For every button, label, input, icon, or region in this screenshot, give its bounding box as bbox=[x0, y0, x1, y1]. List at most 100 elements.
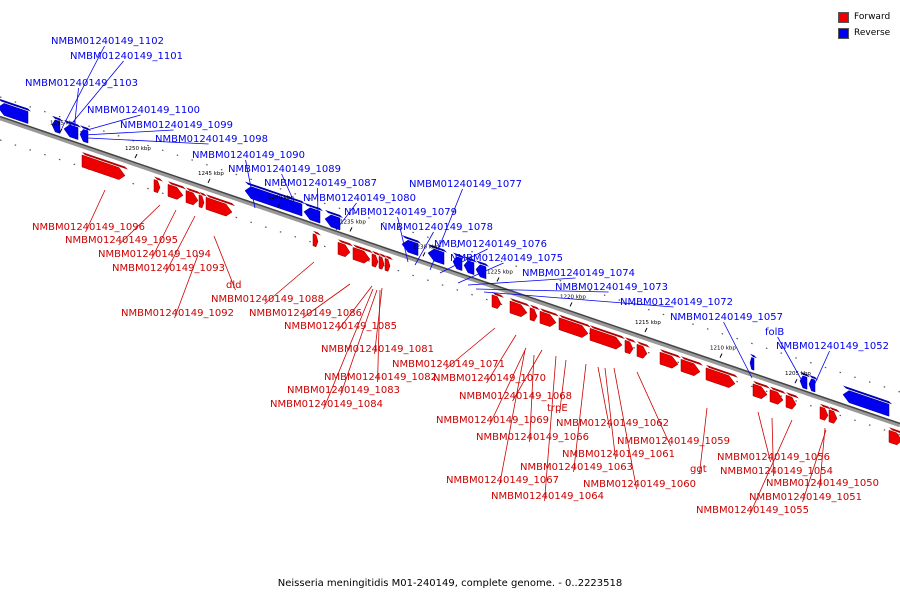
reverse-gene-8[interactable] bbox=[427, 243, 447, 265]
forward-gene-14[interactable] bbox=[529, 304, 540, 322]
forward-gene-18[interactable] bbox=[624, 337, 636, 355]
forward-gene-label[interactable]: NMBM01240149_1088 bbox=[211, 294, 324, 305]
forward-gene-label[interactable]: NMBM01240149_1094 bbox=[98, 249, 211, 260]
forward-gene-9[interactable] bbox=[371, 250, 381, 268]
forward-gene-24[interactable] bbox=[769, 386, 786, 405]
forward-gene-3[interactable] bbox=[185, 187, 201, 206]
reverse-gene-label[interactable]: NMBM01240149_1077 bbox=[409, 179, 522, 190]
forward-gene-label[interactable]: NMBM01240149_1070 bbox=[433, 373, 546, 384]
reverse-gene-label[interactable]: NMBM01240149_1075 bbox=[450, 253, 563, 264]
reverse-gene-label[interactable]: NMBM01240149_1073 bbox=[555, 282, 668, 293]
forward-gene-13[interactable] bbox=[509, 297, 530, 317]
forward-gene-6[interactable] bbox=[312, 230, 321, 248]
forward-gene-12[interactable] bbox=[491, 291, 504, 309]
forward-gene-label[interactable]: NMBM01240149_1071 bbox=[392, 359, 505, 370]
forward-gene-label[interactable]: NMBM01240149_1064 bbox=[491, 491, 604, 502]
forward-gene-label[interactable]: NMBM01240149_1056 bbox=[717, 452, 830, 463]
reverse-gene-10[interactable] bbox=[463, 256, 477, 276]
forward-leader-line bbox=[597, 366, 610, 429]
reverse-gene-label[interactable]: NMBM01240149_1087 bbox=[264, 178, 377, 189]
forward-gene-label[interactable]: NMBM01240149_1093 bbox=[112, 263, 225, 274]
reverse-gene-12[interactable] bbox=[749, 353, 757, 371]
forward-gene-21[interactable] bbox=[680, 356, 703, 377]
forward-gene-label[interactable]: NMBM01240149_1092 bbox=[121, 308, 234, 319]
forward-gene-label[interactable]: trpE bbox=[547, 403, 568, 414]
reverse-gene-label[interactable]: NMBM01240149_1099 bbox=[120, 120, 233, 131]
forward-gene-label[interactable]: NMBM01240149_1086 bbox=[249, 308, 362, 319]
forward-gene-22[interactable] bbox=[705, 364, 738, 388]
forward-gene-label[interactable]: NMBM01240149_1054 bbox=[720, 466, 833, 477]
forward-gene-17[interactable] bbox=[589, 325, 625, 350]
reverse-gene-label[interactable]: NMBM01240149_1057 bbox=[670, 312, 783, 323]
forward-gene-7[interactable] bbox=[337, 239, 353, 258]
forward-gene-label[interactable]: NMBM01240149_1083 bbox=[287, 385, 400, 396]
forward-gene-8[interactable] bbox=[352, 244, 373, 264]
reverse-gene-6[interactable] bbox=[324, 209, 343, 231]
forward-gene-1[interactable] bbox=[153, 176, 163, 194]
reverse-swatch-icon bbox=[838, 27, 849, 39]
forward-gene-4[interactable] bbox=[198, 191, 207, 209]
forward-gene-25[interactable] bbox=[785, 392, 799, 410]
forward-gene-label[interactable]: NMBM01240149_1069 bbox=[436, 415, 549, 426]
forward-gene-label[interactable]: NMBM01240149_1062 bbox=[556, 418, 669, 429]
reverse-gene-15[interactable] bbox=[842, 385, 892, 417]
forward-gene-11[interactable] bbox=[384, 255, 393, 272]
reverse-gene-label[interactable]: NMBM01240149_1089 bbox=[228, 164, 341, 175]
forward-gene-label[interactable]: NMBM01240149_1061 bbox=[562, 449, 675, 460]
forward-gene-0[interactable] bbox=[81, 151, 128, 180]
reverse-gene-label[interactable]: NMBM01240149_1098 bbox=[155, 134, 268, 145]
reverse-gene-label[interactable]: NMBM01240149_1100 bbox=[87, 105, 200, 116]
forward-gene-label[interactable]: NMBM01240149_1081 bbox=[321, 344, 434, 355]
forward-gene-label[interactable]: NMBM01240149_1084 bbox=[270, 399, 383, 410]
reverse-gene-1[interactable] bbox=[51, 115, 63, 134]
tick-mark bbox=[59, 128, 63, 133]
forward-gene-label[interactable]: ggt bbox=[690, 464, 707, 475]
reverse-gene-label[interactable]: NMBM01240149_1078 bbox=[380, 222, 493, 233]
reverse-gene-label[interactable]: NMBM01240149_1102 bbox=[51, 36, 164, 47]
forward-gene-27[interactable] bbox=[828, 406, 840, 424]
forward-gene-16[interactable] bbox=[558, 314, 591, 338]
reverse-gene-label[interactable]: NMBM01240149_1090 bbox=[192, 150, 305, 161]
forward-gene-23[interactable] bbox=[752, 380, 770, 400]
forward-gene-26[interactable] bbox=[819, 403, 831, 421]
forward-gene-label[interactable]: dld bbox=[226, 280, 241, 291]
reverse-gene-label[interactable]: NMBM01240149_1076 bbox=[434, 239, 547, 250]
forward-gene-label[interactable]: NMBM01240149_1085 bbox=[284, 321, 397, 332]
reverse-gene-label[interactable]: NMBM01240149_1101 bbox=[70, 51, 183, 62]
reverse-gene-label[interactable]: NMBM01240149_1080 bbox=[303, 193, 416, 204]
reverse-gene-11[interactable] bbox=[475, 260, 489, 280]
reverse-gene-9[interactable] bbox=[452, 252, 465, 271]
forward-gene-label[interactable]: NMBM01240149_1059 bbox=[617, 436, 730, 447]
forward-gene-28[interactable] bbox=[888, 427, 900, 446]
reverse-gene-3[interactable] bbox=[79, 125, 91, 144]
reverse-gene-7[interactable] bbox=[401, 235, 421, 256]
reverse-gene-label[interactable]: NMBM01240149_1103 bbox=[25, 78, 138, 89]
forward-gene-10[interactable] bbox=[378, 253, 387, 270]
forward-gene-label[interactable]: NMBM01240149_1051 bbox=[749, 492, 862, 503]
forward-gene-5[interactable] bbox=[205, 194, 235, 217]
forward-gene-label[interactable]: NMBM01240149_1050 bbox=[766, 478, 879, 489]
forward-gene-label[interactable]: NMBM01240149_1082 bbox=[324, 372, 437, 383]
reverse-gene-14[interactable] bbox=[808, 374, 818, 393]
forward-gene-label[interactable]: NMBM01240149_1095 bbox=[65, 235, 178, 246]
reverse-gene-label[interactable]: NMBM01240149_1052 bbox=[776, 341, 889, 352]
forward-gene-label[interactable]: NMBM01240149_1067 bbox=[446, 475, 559, 486]
forward-gene-15[interactable] bbox=[539, 308, 559, 327]
forward-gene-20[interactable] bbox=[659, 349, 681, 369]
reverse-gene-label[interactable]: folB bbox=[765, 327, 784, 338]
tick-label: 1230 kbp bbox=[413, 244, 439, 250]
forward-gene-label[interactable]: NMBM01240149_1063 bbox=[520, 462, 633, 473]
reverse-gene-label[interactable]: NMBM01240149_1079 bbox=[344, 207, 457, 218]
reverse-gene-label[interactable]: NMBM01240149_1072 bbox=[620, 297, 733, 308]
forward-gene-2[interactable] bbox=[167, 181, 186, 200]
forward-gene-label[interactable]: NMBM01240149_1055 bbox=[696, 505, 809, 516]
reverse-gene-0[interactable] bbox=[0, 98, 31, 124]
forward-gene-19[interactable] bbox=[636, 341, 650, 359]
reverse-gene-5[interactable] bbox=[303, 202, 323, 224]
forward-gene-label[interactable]: NMBM01240149_1060 bbox=[583, 479, 696, 490]
forward-gene-label[interactable]: NMBM01240149_1096 bbox=[32, 222, 145, 233]
forward-gene-label[interactable]: NMBM01240149_1068 bbox=[459, 391, 572, 402]
forward-gene-label[interactable]: NMBM01240149_1066 bbox=[476, 432, 589, 443]
reverse-gene-label[interactable]: NMBM01240149_1074 bbox=[522, 268, 635, 279]
